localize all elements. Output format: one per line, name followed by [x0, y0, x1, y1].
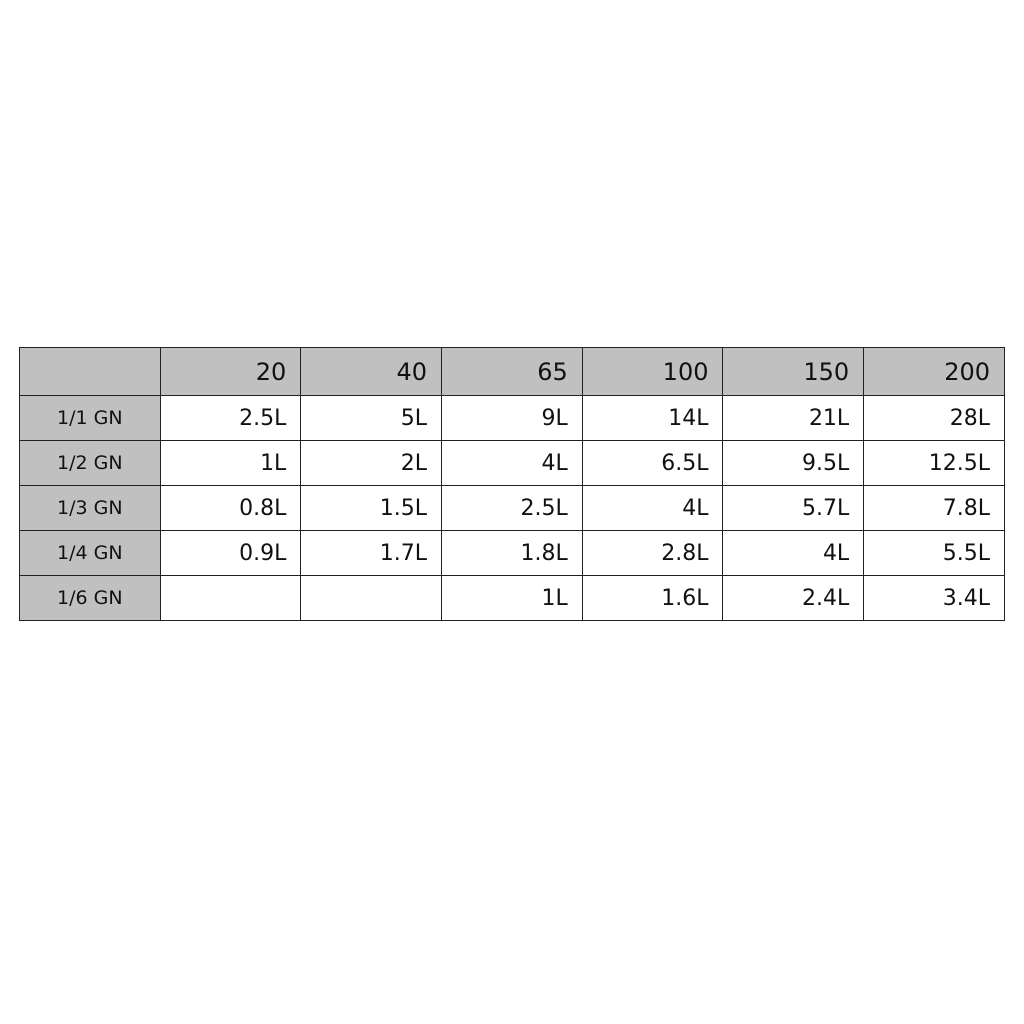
table-row: 1/2 GN 1L 2L 4L 6.5L 9.5L 12.5L — [19, 440, 1005, 486]
column-header: 20 — [159, 347, 302, 396]
table-cell: 0.8L — [159, 485, 302, 531]
table-cell: 7.8L — [863, 485, 1005, 531]
column-header: 200 — [863, 347, 1005, 396]
table-cell: 4L — [441, 440, 583, 486]
table-cell: 1.7L — [300, 530, 443, 576]
table-cell: 5.5L — [863, 530, 1005, 576]
table-cell: 2.5L — [159, 395, 302, 441]
table-cell — [159, 575, 302, 621]
header-row: 20 40 65 100 150 200 — [19, 347, 1005, 396]
row-label: 1/2 GN — [19, 440, 161, 486]
table-cell: 14L — [581, 395, 724, 441]
table-cell: 6.5L — [581, 440, 724, 486]
column-header — [19, 347, 161, 396]
row-label: 1/3 GN — [19, 485, 161, 531]
table-cell: 1.6L — [581, 575, 724, 621]
table-cell: 2.8L — [581, 530, 724, 576]
table-cell: 1L — [159, 440, 302, 486]
table-cell: 2.4L — [722, 575, 865, 621]
table-row: 1/1 GN 2.5L 5L 9L 14L 21L 28L — [19, 395, 1005, 441]
table-row: 1/4 GN 0.9L 1.7L 1.8L 2.8L 4L 5.5L — [19, 530, 1005, 576]
table-cell: 9.5L — [722, 440, 865, 486]
table-cell: 5L — [300, 395, 443, 441]
table-cell: 28L — [863, 395, 1005, 441]
table-cell: 1.5L — [300, 485, 443, 531]
column-header: 150 — [722, 347, 865, 396]
column-header: 65 — [441, 347, 583, 396]
table-cell: 2L — [300, 440, 443, 486]
table-cell: 9L — [441, 395, 583, 441]
column-header: 100 — [581, 347, 724, 396]
table-cell: 4L — [722, 530, 865, 576]
table-cell: 0.9L — [159, 530, 302, 576]
row-label: 1/6 GN — [19, 575, 161, 621]
row-label: 1/1 GN — [19, 395, 161, 441]
table-cell: 21L — [722, 395, 865, 441]
table-row: 1/3 GN 0.8L 1.5L 2.5L 4L 5.7L 7.8L — [19, 485, 1005, 531]
table-cell: 1L — [441, 575, 583, 621]
table-row: 1/6 GN 1L 1.6L 2.4L 3.4L — [19, 575, 1005, 621]
table-cell: 2.5L — [441, 485, 583, 531]
row-label: 1/4 GN — [19, 530, 161, 576]
capacity-table: 20 40 65 100 150 200 1/1 GN 2.5L 5L 9L 14L 21L 28L 1… — [19, 347, 1005, 621]
table-cell: 3.4L — [863, 575, 1005, 621]
table-cell: 5.7L — [722, 485, 865, 531]
table-cell — [300, 575, 443, 621]
column-header: 40 — [300, 347, 443, 396]
table-cell: 4L — [581, 485, 724, 531]
table-cell: 12.5L — [863, 440, 1005, 486]
table-cell: 1.8L — [441, 530, 583, 576]
